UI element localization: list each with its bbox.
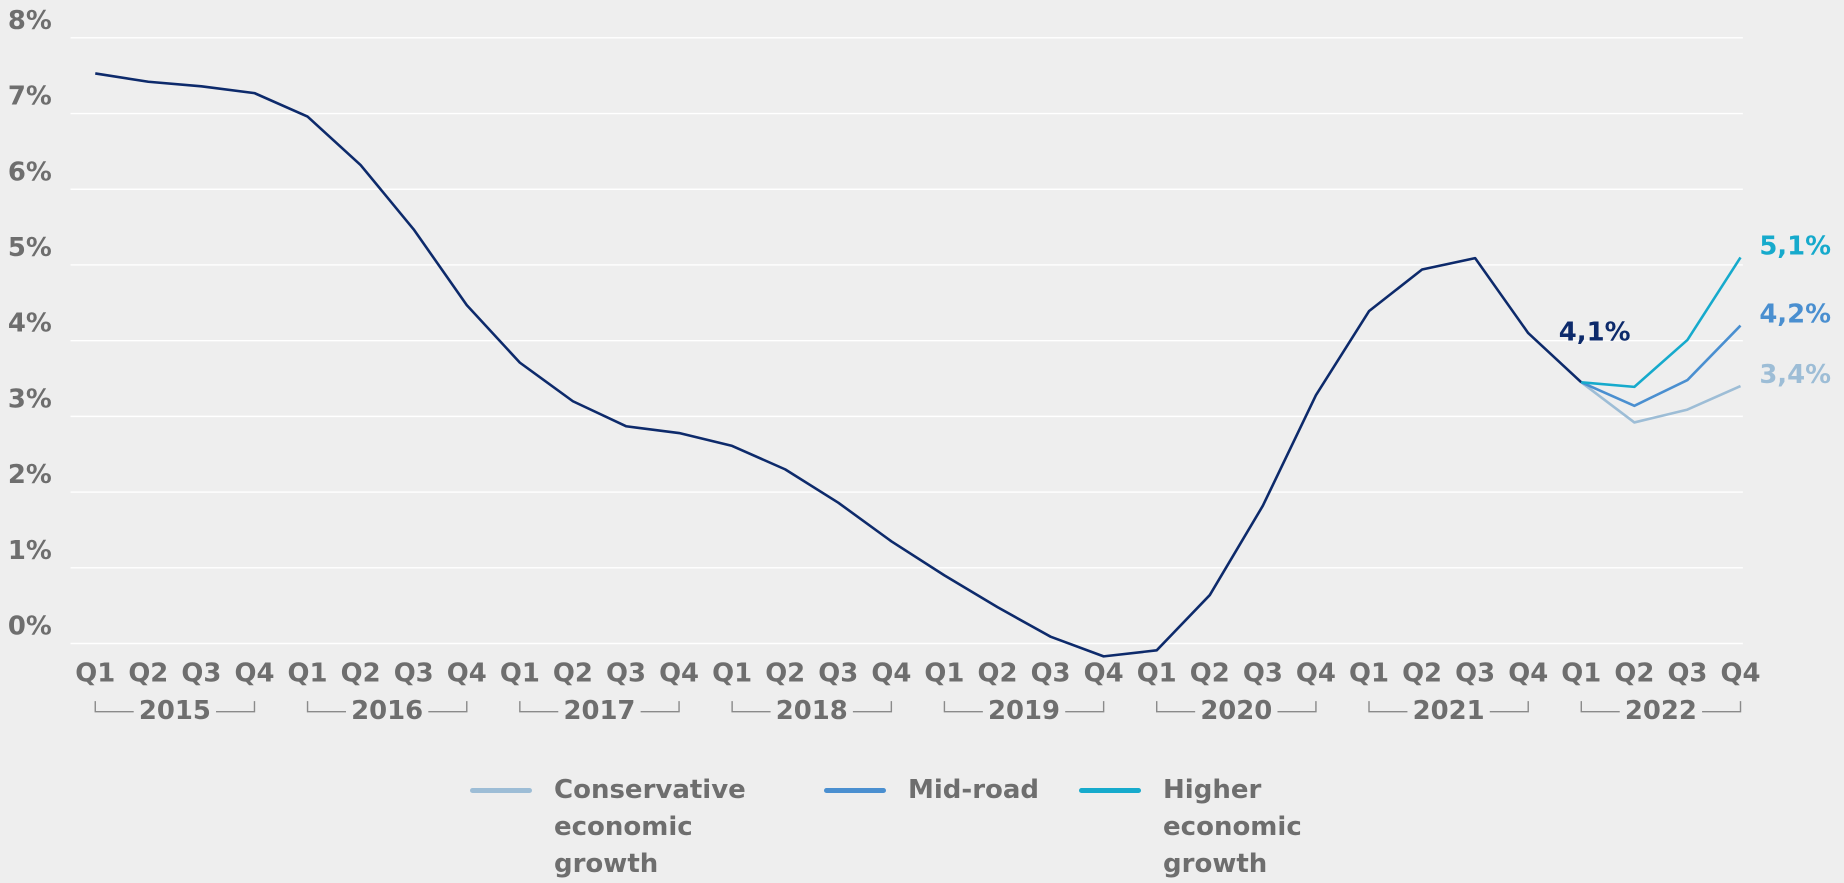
legend-label: Higher economic growth xyxy=(1163,775,1302,879)
y-tick-label: 5% xyxy=(8,233,52,263)
y-tick-label: 1% xyxy=(8,536,52,566)
legend-label: Mid-road xyxy=(908,775,1040,805)
year-bracket xyxy=(519,701,680,713)
x-tick-label: Q1 xyxy=(924,659,964,689)
x-tick-label: Q3 xyxy=(181,659,221,689)
x-tick-label: Q4 xyxy=(1721,659,1761,689)
x-tick-label: Q2 xyxy=(978,659,1018,689)
x-tick-label: Q4 xyxy=(659,659,699,689)
legend-swatch xyxy=(824,788,886,793)
x-tick-label: Q1 xyxy=(1561,659,1601,689)
year-label: 2018 xyxy=(776,696,848,726)
y-tick-label: 8% xyxy=(8,6,52,36)
y-tick-label: 0% xyxy=(8,612,52,642)
x-tick-label: Q1 xyxy=(288,659,328,689)
series-line xyxy=(95,72,1583,658)
x-tick-label: Q4 xyxy=(1296,659,1336,689)
x-tick-label: Q3 xyxy=(606,659,646,689)
value-label: 3,4% xyxy=(1759,360,1831,390)
value-label: 4,2% xyxy=(1759,299,1831,329)
year-bracket xyxy=(1580,701,1742,713)
x-tick-label: Q3 xyxy=(1243,659,1283,689)
value-label: 4,1% xyxy=(1559,318,1631,348)
year-bracket xyxy=(1368,701,1529,713)
year-bracket xyxy=(306,701,468,713)
x-tick-label: Q1 xyxy=(1137,659,1177,689)
legend-item: Higher economic growth xyxy=(1079,772,1393,883)
x-tick-label: Q2 xyxy=(1190,659,1230,689)
plot: 0% 1% 2% 3% 4% 5% 6% 7% 8% Q1 Q2 Q3 Q4 Q1 Q2 Q3 Q4 Q1 Q2 Q3… xyxy=(8,6,1831,726)
value-label: 5,1% xyxy=(1759,231,1831,261)
year-label: 2021 xyxy=(1413,696,1485,726)
series-line xyxy=(1581,256,1742,389)
x-tick-label: Q1 xyxy=(500,659,540,689)
series-line xyxy=(1580,324,1742,408)
x-tick-label: Q2 xyxy=(1402,659,1442,689)
x-tick-label: Q1 xyxy=(712,659,752,689)
legend-label: Conservative economic growth xyxy=(554,775,746,879)
legend-item: Conservative economic growth xyxy=(470,772,784,883)
x-tick-label: Q2 xyxy=(128,659,168,689)
x-tick-label: Q3 xyxy=(394,659,434,689)
y-tick-label: 2% xyxy=(8,460,52,490)
year-label: 2017 xyxy=(563,696,635,726)
x-tick-label: Q3 xyxy=(818,659,858,689)
y-tick-label: 6% xyxy=(8,157,52,187)
y-tick-label: 3% xyxy=(8,384,52,414)
x-tick-label: Q2 xyxy=(553,659,593,689)
x-tick-label: Q4 xyxy=(234,659,274,689)
legend-item: Mid-road xyxy=(824,772,1039,883)
x-tick-label: Q1 xyxy=(75,659,115,689)
y-tick-label: 4% xyxy=(8,309,52,339)
legend-swatch xyxy=(470,788,532,793)
year-bracket xyxy=(94,701,256,713)
x-tick-label: Q1 xyxy=(1349,659,1389,689)
year-label: 2019 xyxy=(988,696,1060,726)
year-bracket xyxy=(943,701,1105,713)
legend-swatch xyxy=(1079,788,1142,793)
x-tick-label: Q3 xyxy=(1455,659,1495,689)
chart: 0% 1% 2% 3% 4% 5% 6% 7% 8% Q1 Q2 Q3 Q4 Q1 Q2 Q3 Q4 Q1 Q2 Q3… xyxy=(7,5,1832,879)
x-tick-label: Q4 xyxy=(1508,659,1548,689)
year-label: 2016 xyxy=(351,696,423,726)
year-label: 2020 xyxy=(1200,696,1272,726)
x-tick-label: Q2 xyxy=(1614,659,1654,689)
x-tick-label: Q2 xyxy=(765,659,805,689)
x-tick-label: Q4 xyxy=(871,659,911,689)
x-tick-label: Q2 xyxy=(341,659,381,689)
x-tick-label: Q3 xyxy=(1667,659,1707,689)
x-tick-label: Q3 xyxy=(1031,659,1071,689)
series-line xyxy=(1580,381,1742,424)
y-tick-label: 7% xyxy=(8,82,52,112)
year-bracket xyxy=(731,701,893,713)
year-bracket xyxy=(1156,701,1317,713)
legend: Conservative economic growth Mid-road High… xyxy=(470,772,1393,883)
year-label: 2022 xyxy=(1625,696,1697,726)
year-label: 2015 xyxy=(139,696,211,726)
x-tick-label: Q4 xyxy=(447,659,487,689)
x-tick-label: Q4 xyxy=(1084,659,1124,689)
